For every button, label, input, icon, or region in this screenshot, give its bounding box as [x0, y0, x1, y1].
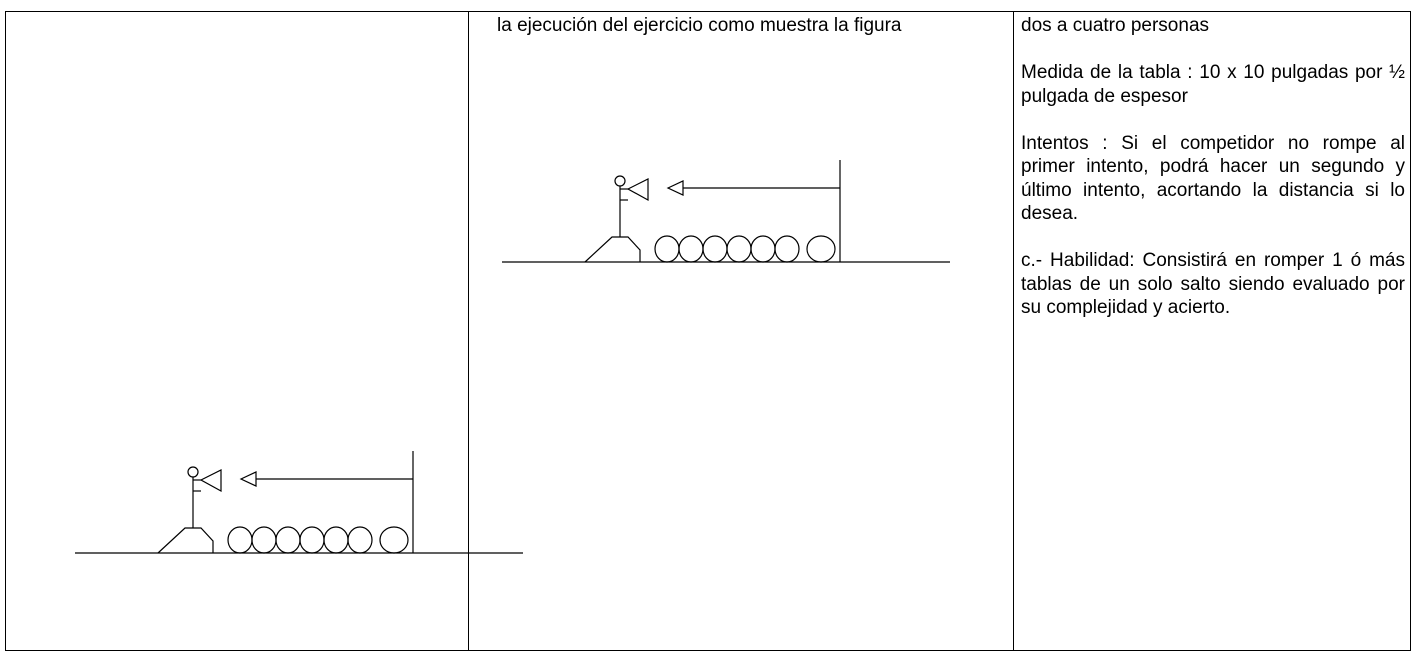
exercise-figure: [74, 450, 524, 554]
column-divider: [1013, 11, 1014, 651]
exercise-figure: [501, 159, 951, 263]
paragraph: dos a cuatro personas: [1021, 15, 1210, 36]
column-divider: [468, 11, 469, 651]
middle-cell-text: la ejecución del ejercicio como muestra …: [497, 15, 902, 36]
paragraph: Medida de la tabla : 10 x 10 pulgadas po…: [1021, 62, 1405, 107]
right-cell: dos a cuatro personas Medida de la tabla…: [1021, 14, 1405, 343]
paragraph: c.- Habilidad: Consistirá en romper 1 ó …: [1021, 250, 1405, 318]
paragraph: Intentos : Si el competidor no rompe al …: [1021, 132, 1405, 225]
